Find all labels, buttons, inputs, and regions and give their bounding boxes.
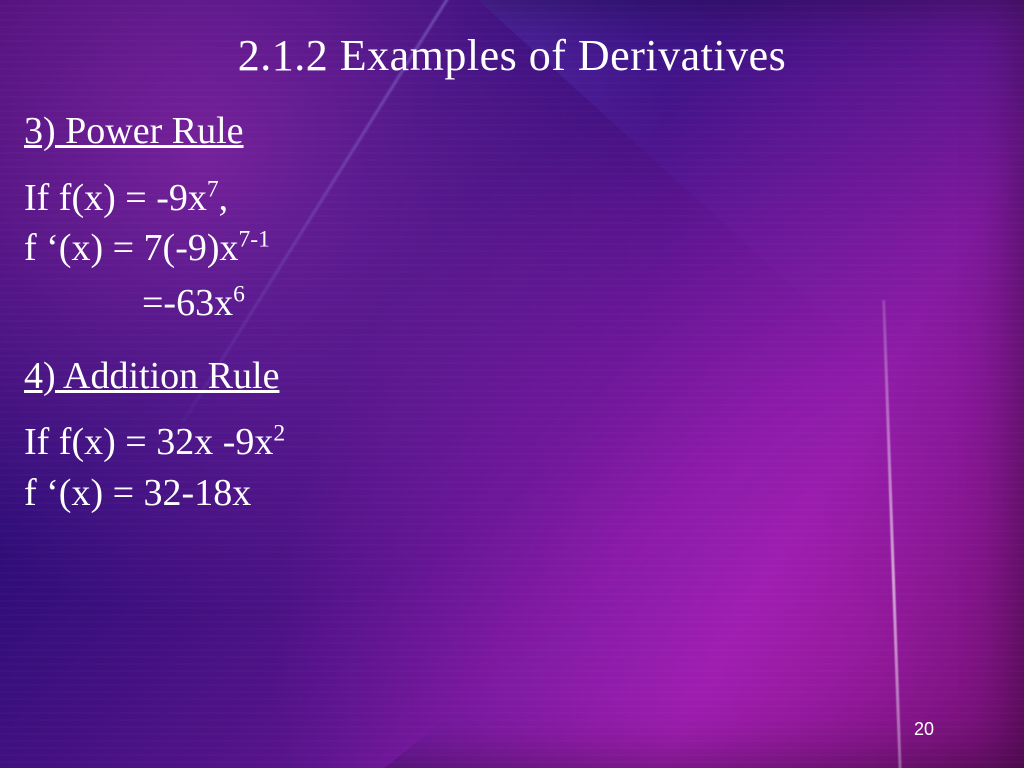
- slide-title: 2.1.2 Examples of Derivatives: [20, 30, 1004, 81]
- text: =-63x: [142, 282, 233, 324]
- exponent: 7: [207, 176, 219, 202]
- page-number: 20: [914, 719, 934, 740]
- addition-rule-line2: f ‘(x) = 32-18x: [24, 469, 1004, 518]
- power-rule-line3: =-63x6: [24, 279, 1004, 328]
- power-rule-line1: If f(x) = -9x7,: [24, 174, 1004, 223]
- text: ,: [219, 177, 229, 219]
- slide: 2.1.2 Examples of Derivatives 3) Power R…: [0, 0, 1024, 768]
- exponent: 7-1: [239, 227, 270, 253]
- power-rule-heading: 3) Power Rule: [24, 107, 1004, 156]
- text: If f(x) = 32x -9x: [24, 421, 273, 463]
- addition-rule-line1: If f(x) = 32x -9x2: [24, 418, 1004, 467]
- text: If f(x) = -9x: [24, 177, 207, 219]
- addition-rule-heading: 4) Addition Rule: [24, 352, 1004, 401]
- slide-body: 3) Power Rule If f(x) = -9x7, f ‘(x) = 7…: [20, 107, 1004, 517]
- exponent: 2: [273, 420, 285, 446]
- power-rule-line2: f ‘(x) = 7(-9)x7-1: [24, 224, 1004, 273]
- text: f ‘(x) = 7(-9)x: [24, 227, 239, 269]
- exponent: 6: [233, 281, 245, 307]
